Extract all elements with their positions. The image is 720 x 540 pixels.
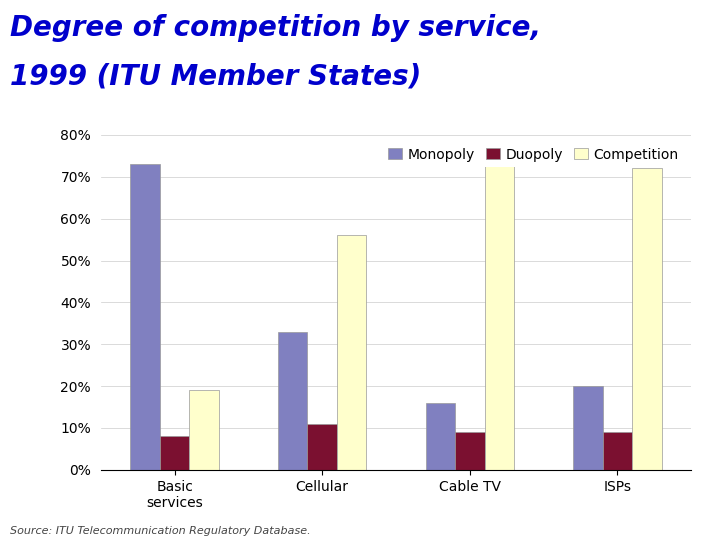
Text: 1999 (ITU Member States): 1999 (ITU Member States) <box>10 62 421 90</box>
Bar <box>573 386 603 470</box>
Bar <box>632 168 662 470</box>
Bar <box>307 424 337 470</box>
Bar <box>337 235 366 470</box>
Bar <box>426 403 455 470</box>
Bar <box>455 432 485 470</box>
Text: Source: ITU Telecommunication Regulatory Database.: Source: ITU Telecommunication Regulatory… <box>10 525 311 536</box>
Text: Degree of competition by service,: Degree of competition by service, <box>10 14 541 42</box>
Bar <box>130 164 160 470</box>
Bar <box>160 436 189 470</box>
Bar <box>603 432 632 470</box>
Bar <box>189 390 219 470</box>
Legend: Monopoly, Duopoly, Competition: Monopoly, Duopoly, Competition <box>383 142 684 167</box>
Bar <box>278 332 307 470</box>
Bar <box>485 156 514 470</box>
